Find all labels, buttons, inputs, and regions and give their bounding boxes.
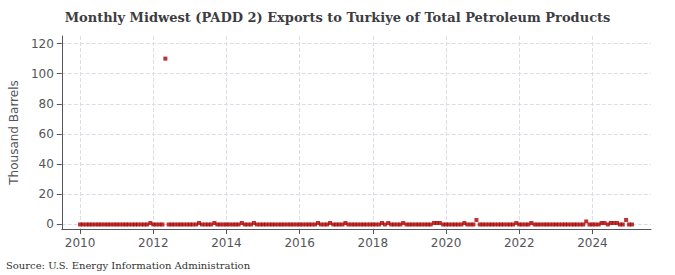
svg-text:60: 60	[39, 127, 54, 141]
svg-text:0: 0	[46, 217, 54, 231]
svg-text:80: 80	[39, 97, 54, 111]
svg-text:2018: 2018	[358, 236, 389, 250]
svg-text:2016: 2016	[284, 236, 315, 250]
svg-text:Monthly Midwest (PADD 2) Expor: Monthly Midwest (PADD 2) Exports to Turk…	[65, 10, 611, 25]
svg-text:2020: 2020	[431, 236, 462, 250]
svg-text:2012: 2012	[138, 236, 169, 250]
svg-text:2022: 2022	[504, 236, 535, 250]
svg-text:Thousand Barrels: Thousand Barrels	[7, 80, 21, 185]
svg-text:100: 100	[31, 67, 54, 81]
svg-text:2010: 2010	[65, 236, 96, 250]
svg-text:Source: U.S. Energy Informatio: Source: U.S. Energy Information Administ…	[6, 260, 251, 271]
svg-text:40: 40	[39, 157, 54, 171]
svg-text:120: 120	[31, 37, 54, 51]
svg-text:2014: 2014	[211, 236, 242, 250]
svg-text:2024: 2024	[577, 236, 608, 250]
svg-text:20: 20	[39, 187, 54, 201]
